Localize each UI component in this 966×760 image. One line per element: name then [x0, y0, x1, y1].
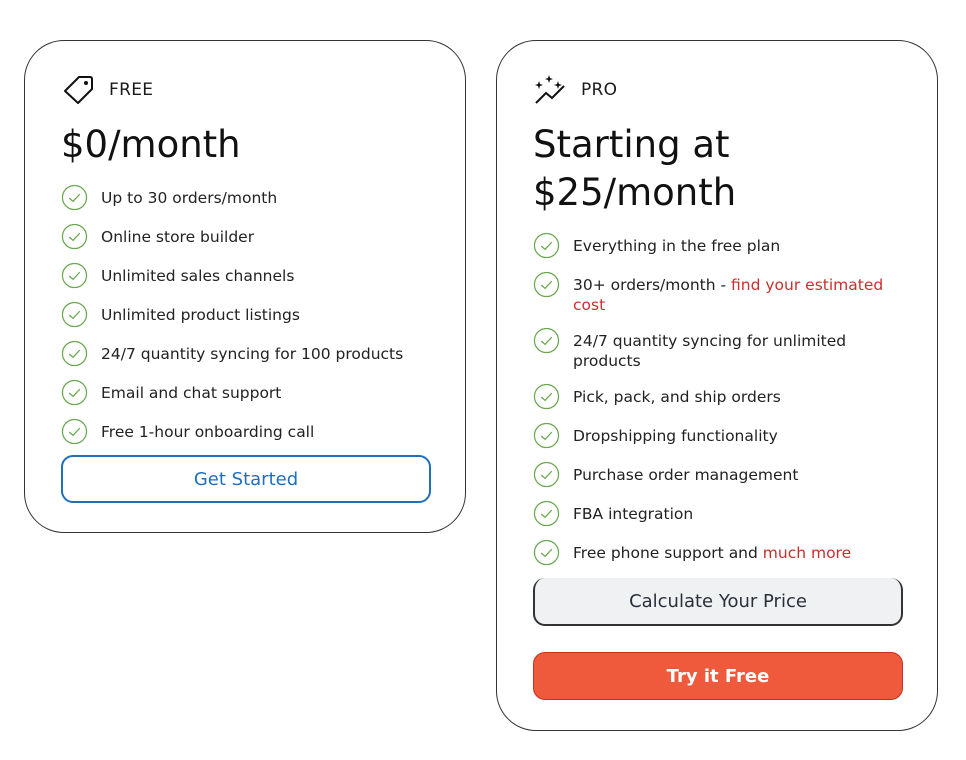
check-circle-icon: [61, 379, 88, 406]
check-circle-icon: [533, 461, 560, 488]
feature-text: 30+ orders/month - find your estimated c…: [573, 275, 903, 315]
feature-item: Free 1-hour onboarding call: [61, 418, 431, 445]
feature-item: Online store builder: [61, 223, 431, 250]
feature-text: Dropshipping functionality: [573, 426, 778, 446]
feature-text: Free 1-hour onboarding call: [101, 423, 315, 441]
try-free-button[interactable]: Try it Free: [533, 652, 903, 700]
check-circle-icon: [61, 340, 88, 367]
check-circle-icon: [61, 262, 88, 289]
feature-item: FBA integration: [533, 500, 903, 527]
feature-text: Free phone support and much more: [573, 543, 851, 563]
check-circle-icon: [61, 184, 88, 211]
feature-item: Unlimited product listings: [61, 301, 431, 328]
feature-link[interactable]: find your estimated cost: [573, 276, 884, 314]
sparkle-chart-icon: [535, 75, 565, 104]
free-plan-card: FREE $0/month Up to 30 orders/month Onlin…: [24, 40, 466, 533]
feature-label: Free phone support and: [573, 544, 763, 562]
feature-text: Up to 30 orders/month: [101, 189, 278, 207]
feature-text: FBA integration: [573, 504, 693, 524]
check-circle-icon: [533, 383, 560, 410]
feature-item: 24/7 quantity syncing for unlimited prod…: [533, 327, 903, 371]
plan-tier: FREE: [109, 80, 154, 100]
check-circle-icon: [533, 500, 560, 527]
check-circle-icon: [533, 327, 560, 354]
feature-text: Online store builder: [101, 228, 255, 246]
check-circle-icon: [533, 232, 560, 259]
feature-list: Everything in the free plan 30+ orders/mo…: [533, 232, 903, 582]
feature-list: Up to 30 orders/month Online store builde…: [61, 184, 431, 461]
plan-price: $0/month: [61, 123, 241, 166]
feature-item: Dropshipping functionality: [533, 422, 903, 449]
get-started-button[interactable]: Get Started: [61, 455, 431, 503]
feature-text: Everything in the free plan: [573, 236, 780, 256]
check-circle-icon: [61, 418, 88, 445]
tag-icon: [64, 76, 93, 104]
feature-item: Email and chat support: [61, 379, 431, 406]
feature-text: 24/7 quantity syncing for 100 products: [101, 345, 404, 363]
feature-label: 24/7 quantity syncing for unlimited prod…: [573, 332, 847, 370]
feature-link[interactable]: much more: [762, 544, 852, 562]
feature-text: Pick, pack, and ship orders: [573, 387, 781, 407]
feature-text: Unlimited sales channels: [101, 267, 295, 285]
feature-item: Purchase order management: [533, 461, 903, 488]
feature-label: Everything in the free plan: [573, 237, 781, 255]
feature-text: 24/7 quantity syncing for unlimited prod…: [573, 331, 903, 371]
check-circle-icon: [533, 271, 560, 298]
check-circle-icon: [533, 539, 560, 566]
feature-label: 30+ orders/month -: [573, 276, 732, 294]
feature-item: Up to 30 orders/month: [61, 184, 431, 211]
plan-tier: PRO: [581, 80, 618, 100]
calculate-price-button[interactable]: Calculate Your Price: [533, 578, 903, 626]
feature-item: 30+ orders/month - find your estimated c…: [533, 271, 903, 315]
feature-label: Dropshipping functionality: [573, 427, 778, 445]
check-circle-icon: [61, 301, 88, 328]
feature-item: Everything in the free plan: [533, 232, 903, 259]
check-circle-icon: [61, 223, 88, 250]
plan-price: Starting at $25/month: [533, 123, 737, 214]
feature-text: Email and chat support: [101, 384, 282, 402]
feature-label: Pick, pack, and ship orders: [573, 388, 781, 406]
pro-plan-card: PRO Starting at $25/month Everything in …: [496, 40, 938, 731]
feature-text: Purchase order management: [573, 465, 798, 485]
feature-text: Unlimited product listings: [101, 306, 300, 324]
feature-item: 24/7 quantity syncing for 100 products: [61, 340, 431, 367]
feature-label: FBA integration: [573, 505, 694, 523]
feature-item: Pick, pack, and ship orders: [533, 383, 903, 410]
feature-item: Unlimited sales channels: [61, 262, 431, 289]
feature-item: Free phone support and much more: [533, 539, 903, 566]
feature-label: Purchase order management: [573, 466, 799, 484]
check-circle-icon: [533, 422, 560, 449]
